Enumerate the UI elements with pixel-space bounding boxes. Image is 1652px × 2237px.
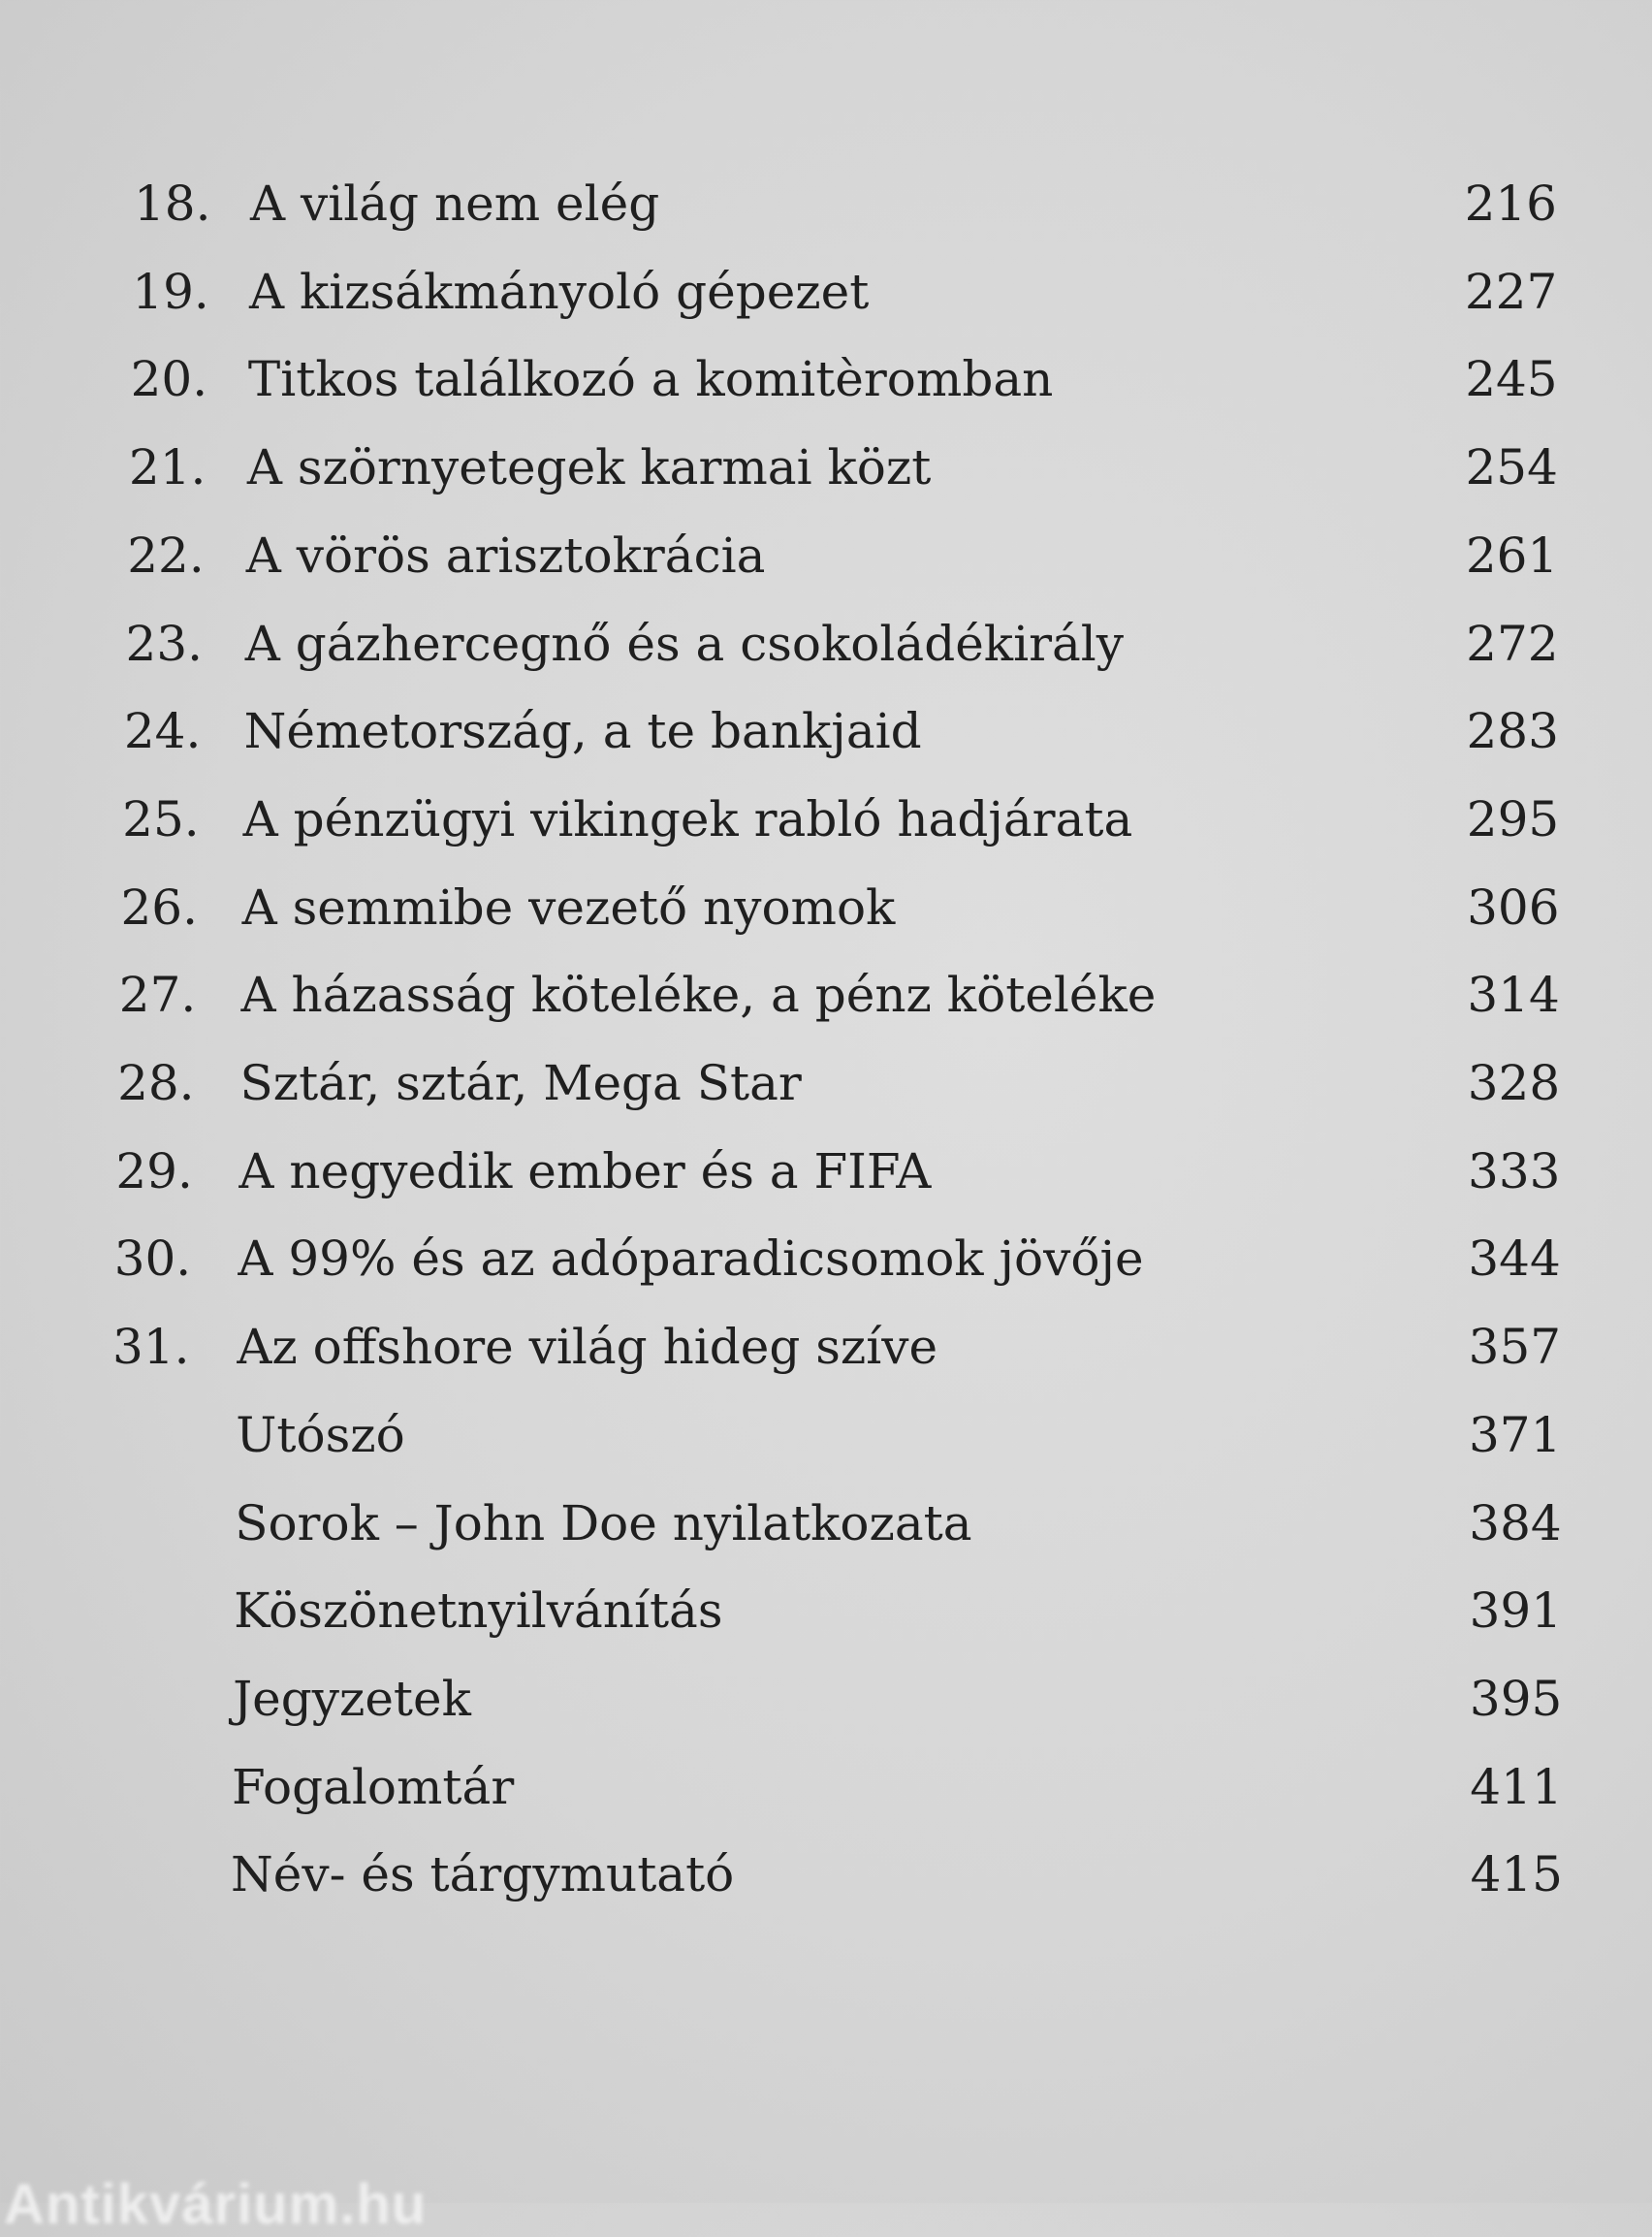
page-number: 283 <box>1466 703 1559 760</box>
toc-entry: 29. A negyedik ember és a FIFA 333 <box>0 1133 1652 1210</box>
toc-entry: 30. A 99% és az adóparadicsomok jövője 344 <box>0 1220 1652 1297</box>
page-number: 314 <box>1467 967 1560 1024</box>
chapter-number: 20. <box>130 351 208 408</box>
chapter-number: 22. <box>127 527 205 584</box>
toc-entry: Utószó 371 <box>0 1396 1652 1474</box>
watermark: Antikvárium.hu <box>4 2173 428 2236</box>
chapter-title: Fogalomtár <box>232 1758 515 1815</box>
toc-entry: Sorok – John Doe nyilatkozata 384 <box>0 1485 1652 1562</box>
chapter-title: A vörös arisztokrácia <box>245 527 766 584</box>
chapter-number: 28. <box>117 1055 195 1111</box>
chapter-title: A negyedik ember és a FIFA <box>238 1142 932 1199</box>
page-number: 371 <box>1468 1406 1562 1463</box>
page-number: 333 <box>1468 1142 1561 1199</box>
toc-entry: 18. A világ nem elég 216 <box>0 165 1652 242</box>
page-number: 306 <box>1467 879 1560 936</box>
chapter-number: 27. <box>118 967 197 1024</box>
chapter-title: Németország, a te bankjaid <box>243 703 922 760</box>
page-number: 411 <box>1470 1758 1563 1815</box>
chapter-number: 23. <box>125 615 204 672</box>
page-number: 261 <box>1465 527 1559 584</box>
chapter-number: 30. <box>113 1230 192 1288</box>
chapter-title: Az offshore világ hideg szíve <box>237 1319 938 1376</box>
chapter-title: A szörnyetegek karmai közt <box>246 439 932 496</box>
page-number: 384 <box>1469 1494 1562 1551</box>
page-number: 357 <box>1468 1319 1562 1376</box>
toc-entry: 21. A szörnyetegek karmai közt 254 <box>0 429 1652 506</box>
toc-entry: 20. Titkos találkozó a komitèromban 245 <box>0 340 1652 418</box>
chapter-title: Sorok – John Doe nyilatkozata <box>235 1494 972 1551</box>
chapter-number: 21. <box>128 439 206 496</box>
page-number: 272 <box>1466 615 1559 672</box>
page-number: 216 <box>1464 176 1557 232</box>
chapter-number: 24. <box>123 703 202 760</box>
page-number: 415 <box>1470 1846 1563 1903</box>
toc-entry: Köszönetnyilvánítás 391 <box>0 1572 1652 1649</box>
toc-entry: 23. A gázhercegnő és a csokoládékirály 272 <box>0 605 1652 683</box>
chapter-number: 19. <box>132 263 209 320</box>
chapter-title: Jegyzetek <box>233 1670 471 1727</box>
chapter-title: Név- és tárgymutató <box>231 1846 735 1903</box>
page-number: 295 <box>1466 790 1560 847</box>
page-number: 227 <box>1464 263 1558 320</box>
chapter-title: A 99% és az adóparadicsomok jövője <box>238 1230 1144 1288</box>
chapter-title: A gázhercegnő és a csokoládékirály <box>244 615 1125 672</box>
page-number: 328 <box>1467 1055 1561 1111</box>
toc-entry: 31. Az offshore világ hideg szíve 357 <box>0 1308 1652 1386</box>
toc-entry: 25. A pénzügyi vikingek rabló hadjárata 29… <box>0 781 1652 858</box>
chapter-title: Titkos találkozó a komitèromban <box>247 351 1054 408</box>
toc-entry: Jegyzetek 395 <box>0 1660 1652 1738</box>
toc-entry: Név- és tárgymutató 415 <box>0 1836 1652 1913</box>
chapter-title: A világ nem elég <box>250 176 660 232</box>
chapter-number: 26. <box>120 879 198 936</box>
chapter-number: 18. <box>134 176 211 232</box>
chapter-number: 25. <box>122 790 200 847</box>
toc-entry: 19. A kizsákmányoló gépezet 227 <box>0 253 1652 331</box>
page-number: 391 <box>1469 1582 1563 1640</box>
chapter-title: A kizsákmányoló gépezet <box>248 263 870 320</box>
page-number: 254 <box>1465 439 1558 496</box>
toc-entry: 22. A vörös arisztokrácia 261 <box>0 517 1652 594</box>
page-number: 344 <box>1468 1230 1561 1288</box>
chapter-title: A házasság köteléke, a pénz köteléke <box>240 967 1157 1024</box>
toc-entry: 24. Németország, a te bankjaid 283 <box>0 692 1652 770</box>
chapter-title: Utószó <box>236 1406 405 1463</box>
chapter-title: A pénzügyi vikingek rabló hadjárata <box>242 790 1133 847</box>
toc-entry: Fogalomtár 411 <box>0 1748 1652 1826</box>
chapter-title: A semmibe vezető nyomok <box>241 879 896 936</box>
toc-entry: 28. Sztár, sztár, Mega Star 328 <box>0 1044 1652 1122</box>
toc-entry: 26. A semmibe vezető nyomok 306 <box>0 869 1652 946</box>
chapter-number: 29. <box>115 1142 193 1199</box>
chapter-title: Sztár, sztár, Mega Star <box>239 1055 802 1111</box>
toc-entry: 27. A házasság köteléke, a pénz köteléke 3… <box>0 956 1652 1034</box>
chapter-title: Köszönetnyilvánítás <box>234 1582 723 1640</box>
page-number: 245 <box>1465 351 1558 408</box>
page-number: 395 <box>1469 1670 1563 1727</box>
chapter-number: 31. <box>112 1319 190 1376</box>
